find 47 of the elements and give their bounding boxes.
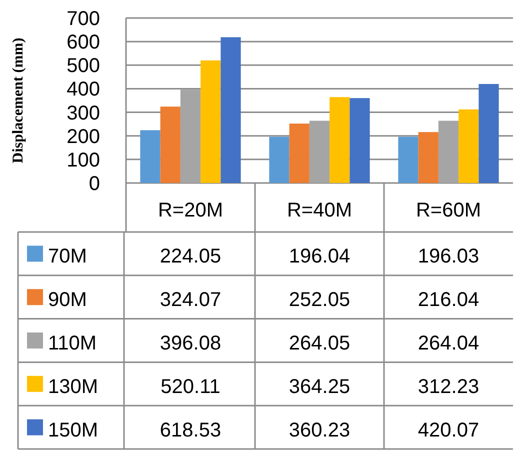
legend-label: 130M <box>48 376 98 398</box>
bar <box>398 136 418 183</box>
y-tick-label: 700 <box>66 8 100 30</box>
x-tick-label: R=20M <box>158 200 224 222</box>
legend-label: 70M <box>48 246 87 268</box>
bar <box>200 60 221 183</box>
data-label: 420.07 <box>418 419 480 442</box>
data-label: 618.53 <box>160 419 222 442</box>
bar <box>458 109 479 183</box>
bar <box>220 37 241 183</box>
data-label: 216.04 <box>418 289 480 312</box>
y-tick-label: 100 <box>66 149 100 172</box>
legend-label: 110M <box>48 332 97 354</box>
bar <box>140 130 160 183</box>
bar <box>330 97 350 183</box>
y-tick-label: 0 <box>88 173 100 195</box>
y-axis-title: Displacement (mm) <box>10 38 26 164</box>
bar <box>350 98 370 183</box>
data-label: 252.05 <box>288 289 350 312</box>
x-tick-label: R=60M <box>416 200 482 222</box>
bar <box>309 120 330 183</box>
bar <box>289 124 310 183</box>
y-tick-label: 400 <box>66 78 100 101</box>
data-label: 264.05 <box>288 332 350 354</box>
bar <box>478 84 499 183</box>
legend-label: 150M <box>48 419 98 442</box>
data-label: 264.04 <box>418 332 480 354</box>
y-tick-label: 200 <box>66 126 100 148</box>
y-tick-label: 300 <box>66 102 100 124</box>
bar <box>438 120 459 183</box>
data-label: 520.11 <box>160 376 220 398</box>
bar <box>160 106 180 183</box>
bar <box>269 136 290 183</box>
y-tick-label: 600 <box>66 32 100 54</box>
data-label: 196.04 <box>288 246 350 268</box>
x-tick-label: R=40M <box>286 200 352 222</box>
data-label: 196.03 <box>418 246 480 268</box>
data-label: 324.07 <box>160 289 222 312</box>
y-tick-label: 500 <box>66 55 100 78</box>
data-label: 396.08 <box>160 332 222 354</box>
legend-label: 90M <box>48 289 87 312</box>
data-label: 224.05 <box>160 246 222 268</box>
data-label: 360.23 <box>288 419 350 442</box>
data-label: 312.23 <box>418 376 480 398</box>
bar <box>418 132 438 183</box>
data-label: 364.25 <box>288 376 350 398</box>
bar <box>180 90 201 183</box>
